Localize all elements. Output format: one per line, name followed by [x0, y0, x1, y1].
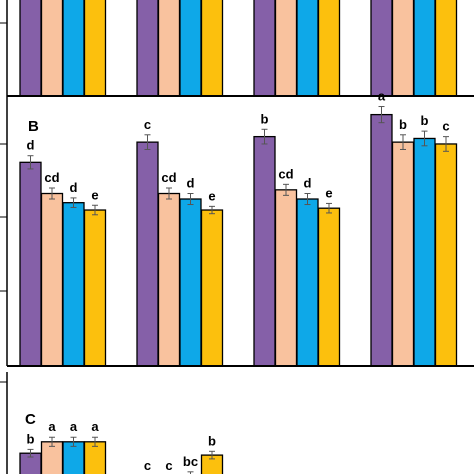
panelB-bar	[83, 209, 107, 367]
panelB-significance-letter: d	[27, 138, 35, 153]
panelB-bar	[200, 209, 224, 367]
panelC-significance-letter: c	[144, 458, 151, 473]
panelA-bar	[157, 0, 181, 97]
panelA-bar	[274, 0, 298, 97]
panelB-bar	[253, 135, 276, 367]
panelB-error-bar	[27, 155, 34, 170]
panelB-bar	[179, 198, 202, 367]
panelC-error-bar	[27, 448, 34, 458]
panelA-bar	[136, 0, 159, 97]
panelC-error-bar	[209, 450, 215, 460]
panelB-error-bar	[283, 183, 289, 196]
panelB-significance-letter: e	[325, 185, 332, 200]
panelA-bar	[317, 0, 341, 97]
panelC-error-bar	[187, 471, 194, 474]
panelB-error-bar	[92, 204, 98, 216]
panelA-bar	[296, 0, 319, 97]
panelB-significance-letter: b	[261, 111, 269, 126]
panelB-significance-letter: cd	[278, 166, 293, 181]
panelB-error-bar	[421, 130, 428, 147]
panelB-significance-letter: d	[304, 176, 312, 191]
panelA-bar	[253, 0, 276, 97]
panelB-error-bar	[304, 193, 311, 206]
panelA-bar	[370, 0, 393, 97]
panelB-bar	[413, 137, 436, 367]
panelB-significance-letter: cd	[161, 170, 176, 185]
panelB-error-bar	[261, 128, 268, 145]
panelA-bar	[434, 0, 458, 97]
panelB-bar	[370, 113, 393, 367]
panelA-bar	[62, 0, 85, 97]
panelC-error-bar	[70, 436, 77, 447]
panelA-bar	[19, 0, 42, 97]
panelB-significance-letter: d	[70, 180, 78, 195]
panelC-error-bar	[49, 436, 55, 447]
panelB-error-bar	[209, 205, 215, 215]
panelA-bar	[179, 0, 202, 97]
panelB-significance-letter: d	[187, 176, 195, 191]
panelB-bar	[136, 141, 159, 367]
panelC-significance-letter: b	[208, 433, 216, 448]
panelC-significance-letter: b	[27, 431, 35, 446]
panelC-significance-letter: a	[48, 419, 56, 434]
panelB-bar	[274, 189, 298, 367]
panelB-bar	[19, 161, 42, 367]
panelB-significance-letter: e	[208, 188, 215, 203]
panelA-bar	[200, 0, 224, 97]
panelC-significance-letter: c	[165, 458, 172, 473]
panelB-significance-letter: b	[421, 113, 429, 128]
panel-c-label: C	[25, 411, 36, 428]
panelA-bar	[83, 0, 107, 97]
panelB-error-bar	[187, 193, 194, 206]
panelB-significance-letter: b	[399, 117, 407, 132]
panelB-bar	[391, 141, 415, 367]
panelC-significance-letter: bc	[183, 454, 198, 469]
panel-b-label: B	[28, 118, 39, 135]
panelB-error-bar	[378, 106, 385, 124]
panel-a	[19, 0, 458, 97]
panelB-bar	[434, 143, 458, 367]
panelB-error-bar	[49, 187, 55, 200]
panelC-significance-letter: a	[91, 419, 99, 434]
panelA-bar	[391, 0, 415, 97]
panelB-error-bar	[443, 136, 449, 152]
panelB-error-bar	[166, 187, 172, 200]
panelB-bar	[62, 202, 85, 367]
panelB-error-bar	[144, 134, 151, 150]
panelB-error-bar	[326, 202, 332, 214]
panelB-significance-letter: e	[91, 187, 98, 202]
panelA-bar	[413, 0, 436, 97]
panelB-bar	[40, 192, 64, 367]
panelC-error-bar	[92, 436, 98, 447]
panelB-significance-letter: c	[442, 119, 449, 134]
panelB-bar	[296, 198, 319, 367]
panelB-significance-letter: c	[144, 117, 151, 132]
panelC-significance-letter: a	[70, 419, 78, 434]
panelB-error-bar	[70, 197, 77, 208]
panelA-bar	[40, 0, 64, 97]
panelB-significance-letter: a	[378, 89, 386, 104]
panelB-bar	[157, 192, 181, 367]
panelB-bar	[317, 207, 341, 367]
panelB-error-bar	[400, 134, 406, 150]
panelB-significance-letter: cd	[44, 170, 59, 185]
